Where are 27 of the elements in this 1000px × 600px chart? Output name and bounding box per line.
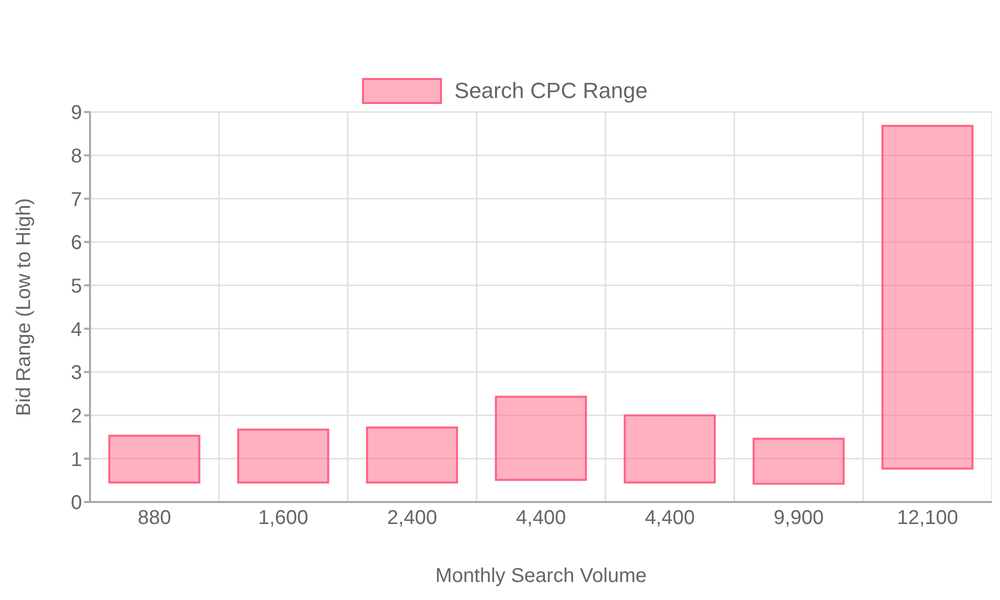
y-tick-label: 6	[70, 232, 82, 254]
bar	[624, 414, 716, 484]
bar	[237, 428, 330, 484]
y-tick-label: 5	[70, 275, 82, 298]
bar	[366, 426, 458, 484]
y-tick-label: 9	[70, 102, 82, 124]
y-tick-label: 1	[70, 448, 82, 471]
bar	[881, 124, 974, 470]
legend-label: Search CPC Range	[454, 78, 648, 104]
x-tick-label: 12,100	[896, 507, 958, 530]
y-tick-label: 8	[70, 145, 82, 168]
bar	[752, 438, 845, 485]
x-tick-label: 4,400	[516, 507, 566, 530]
bar	[494, 396, 587, 481]
y-tick-label: 4	[70, 318, 82, 341]
x-tick-label: 880	[138, 507, 172, 530]
x-tick-label: 1,600	[258, 507, 308, 530]
x-axis-title: Monthly Search Volume	[435, 565, 647, 587]
y-tick-label: 0	[70, 492, 82, 514]
bar	[108, 434, 200, 484]
x-tick-label: 4,400	[644, 507, 695, 530]
x-tick-label: 9,900	[774, 507, 824, 530]
y-axis-title: Bid Range (Low to High)	[13, 198, 36, 416]
x-tick-label: 2,400	[387, 507, 438, 530]
y-tick-label: 2	[70, 405, 82, 428]
y-tick-label: 7	[70, 188, 82, 211]
y-tick-label: 3	[70, 362, 82, 384]
